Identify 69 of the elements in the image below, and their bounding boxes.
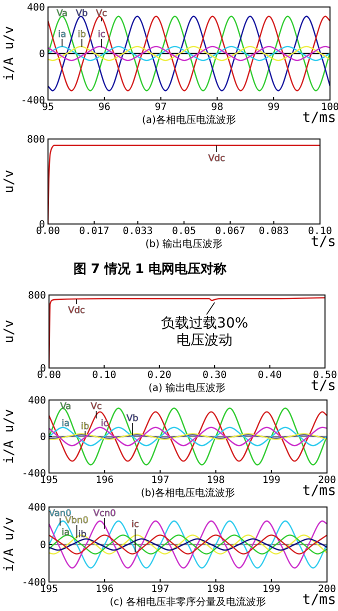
x-tick-label: 200: [318, 475, 336, 486]
y-axis-title: u/v: [2, 320, 17, 344]
y-tick-label: 800: [28, 290, 46, 302]
text: (a)各相电压电流波形: [142, 114, 236, 126]
x-tick-label: 197: [151, 475, 170, 486]
y-axis-title: i/A u/v: [2, 516, 17, 572]
series-label: Vdc: [68, 306, 86, 316]
x-tick-label: 0.10: [308, 226, 332, 237]
x-tick-label: 196: [96, 475, 114, 486]
x-tick-label: 0.40: [258, 370, 282, 381]
series-label: ib: [78, 30, 86, 40]
series-label: ia: [62, 419, 70, 429]
x-tick-label: 0.30: [202, 370, 227, 381]
y-axis-title: u/v: [2, 170, 17, 194]
y-tick-label: 400: [28, 396, 46, 406]
series-label: ic: [100, 419, 108, 429]
line-series: [49, 538, 327, 551]
series-label: ia: [58, 30, 66, 40]
series-label: ic: [131, 520, 139, 530]
x-axis-title: t/ms: [302, 592, 336, 608]
y-axis-title: i/A u/v: [2, 26, 17, 81]
series-label: ib: [81, 422, 90, 432]
x-tick-label: 99: [268, 102, 280, 113]
series-label: Vc: [90, 402, 102, 412]
y-axis-title: i/A u/v: [2, 408, 17, 464]
y-tick-label: 800: [26, 134, 45, 146]
x-tick-label: 198: [206, 475, 225, 486]
x-axis-title: t/ms: [302, 483, 336, 499]
x-tick-label: 97: [154, 102, 167, 113]
series-label: ic: [98, 30, 106, 40]
annotation: 负载过载30% 电压波动: [161, 315, 248, 348]
x-tick-label: 199: [262, 584, 280, 595]
x-tick-label: 0.20: [147, 370, 172, 381]
series-label: Va: [56, 9, 68, 19]
x-tick-label: 197: [151, 584, 170, 595]
x-tick-label: 95: [42, 102, 54, 113]
text: (c) 各相电压非零序分量及电流波形: [110, 596, 266, 608]
series-label: Va: [60, 402, 72, 412]
x-tick-label: 98: [211, 102, 224, 113]
text: (b)各相电压电流波形: [140, 487, 236, 499]
x-axis-title: t/ms: [302, 110, 336, 126]
y-tick-label: 400: [28, 502, 46, 514]
x-tick-label: 0.033: [122, 226, 153, 237]
x-tick-label: 199: [262, 475, 280, 486]
x-tick-label: 100: [320, 102, 338, 113]
y-tick-label: 400: [26, 2, 45, 14]
x-axis-title: t/s: [310, 234, 336, 250]
y-tick-label: 0: [40, 540, 46, 551]
x-tick-label: 0.067: [215, 226, 246, 237]
series-label: Vb: [76, 9, 88, 19]
y-tick-label: 0: [38, 49, 45, 60]
x-tick-label: 0.083: [258, 226, 289, 237]
x-tick-label: 0.10: [92, 370, 116, 381]
x-tick-label: 198: [206, 584, 225, 595]
series-label: Vcn0: [93, 509, 116, 519]
series-label: Vc: [96, 9, 108, 19]
x-axis-title: t/s: [310, 378, 336, 394]
y-tick-label: 0: [40, 432, 46, 443]
x-tick-label: 200: [318, 584, 336, 595]
text: (b) 输出电压波形: [145, 238, 223, 250]
series-label: Vdc: [208, 154, 226, 164]
caption: 图 7 情况 1 电网电压对称: [73, 262, 228, 277]
series-label: Vb: [126, 414, 139, 424]
x-tick-label: 0.05: [172, 226, 196, 237]
x-tick-label: 0.50: [312, 370, 338, 381]
x-tick-label: 196: [96, 584, 114, 595]
x-tick-label: 96: [98, 102, 110, 113]
text: (a) 输出电压波形: [148, 382, 226, 394]
x-tick-label: 0.017: [79, 226, 110, 237]
